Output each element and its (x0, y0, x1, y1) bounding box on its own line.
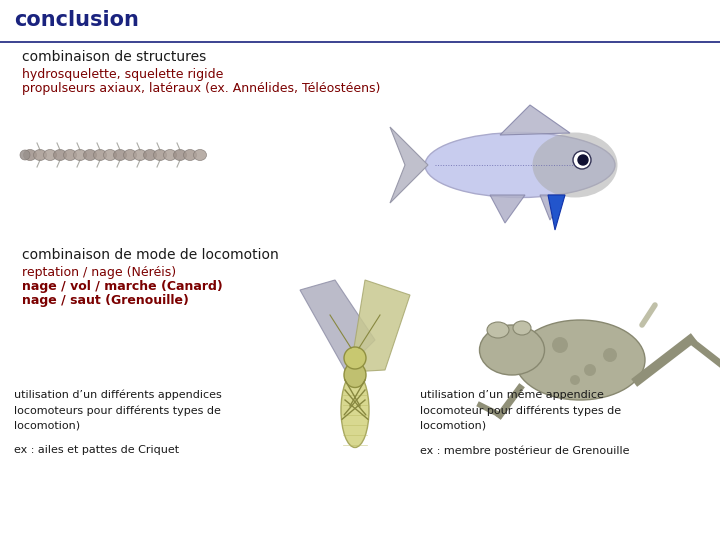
Ellipse shape (84, 150, 96, 160)
Ellipse shape (163, 150, 176, 160)
Ellipse shape (63, 150, 76, 160)
Circle shape (344, 347, 366, 369)
Ellipse shape (174, 150, 186, 160)
Text: combinaison de mode de locomotion: combinaison de mode de locomotion (22, 248, 279, 262)
Ellipse shape (533, 132, 618, 198)
Ellipse shape (515, 320, 645, 400)
Circle shape (603, 348, 617, 362)
Ellipse shape (487, 322, 509, 338)
Ellipse shape (94, 150, 107, 160)
Text: hydrosquelette, squelette rigide: hydrosquelette, squelette rigide (22, 68, 223, 81)
Circle shape (552, 337, 568, 353)
Circle shape (584, 364, 596, 376)
Polygon shape (500, 105, 570, 135)
Ellipse shape (114, 150, 127, 160)
Polygon shape (548, 195, 565, 230)
Ellipse shape (513, 321, 531, 335)
Text: ex : membre postérieur de Grenouille: ex : membre postérieur de Grenouille (420, 445, 629, 456)
Text: ex : ailes et pattes de Criquet: ex : ailes et pattes de Criquet (14, 445, 179, 455)
Ellipse shape (341, 373, 369, 448)
Polygon shape (300, 280, 375, 370)
Ellipse shape (143, 150, 156, 160)
Ellipse shape (104, 150, 117, 160)
Circle shape (573, 151, 591, 169)
Text: nage / saut (Grenouille): nage / saut (Grenouille) (22, 294, 189, 307)
Text: combinaison de structures: combinaison de structures (22, 50, 206, 64)
Text: propulseurs axiaux, latéraux (ex. Annélides, Téléostéens): propulseurs axiaux, latéraux (ex. Annéli… (22, 82, 380, 95)
Ellipse shape (194, 150, 207, 160)
Polygon shape (390, 127, 428, 203)
Ellipse shape (133, 150, 146, 160)
Polygon shape (350, 280, 410, 372)
Ellipse shape (20, 150, 30, 160)
Polygon shape (540, 195, 565, 220)
Ellipse shape (153, 150, 166, 160)
Circle shape (578, 155, 588, 165)
Polygon shape (490, 195, 525, 223)
Text: nage / vol / marche (Canard): nage / vol / marche (Canard) (22, 280, 222, 293)
Ellipse shape (184, 150, 197, 160)
Text: conclusion: conclusion (14, 10, 139, 30)
Text: reptation / nage (Néréis): reptation / nage (Néréis) (22, 266, 176, 279)
Ellipse shape (34, 150, 47, 160)
Ellipse shape (425, 132, 615, 198)
Ellipse shape (24, 150, 37, 160)
Ellipse shape (124, 150, 137, 160)
Circle shape (570, 375, 580, 385)
Ellipse shape (53, 150, 66, 160)
Text: utilisation d’un différents appendices
locomoteurs pour différents types de
loco: utilisation d’un différents appendices l… (14, 390, 222, 431)
Text: utilisation d’un même appendice
locomoteur pour différents types de
locomotion): utilisation d’un même appendice locomote… (420, 390, 621, 431)
Ellipse shape (480, 325, 544, 375)
Ellipse shape (344, 362, 366, 388)
Ellipse shape (73, 150, 86, 160)
Ellipse shape (43, 150, 56, 160)
